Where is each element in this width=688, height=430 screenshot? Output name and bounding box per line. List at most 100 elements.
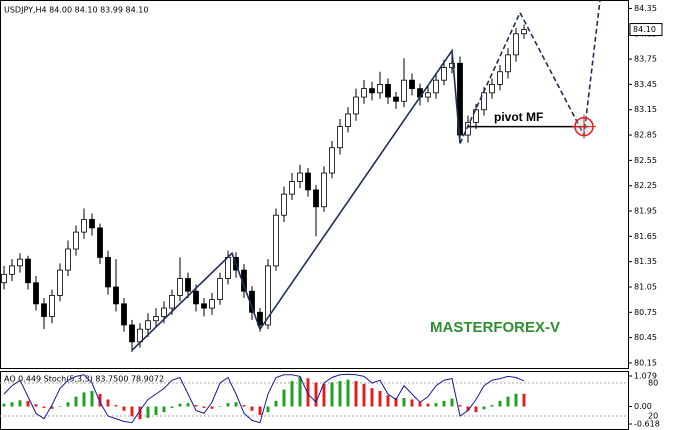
- candle-body: [225, 257, 231, 279]
- candle-body: [297, 172, 303, 182]
- candle-body: [9, 265, 15, 275]
- pivot-label: pivot MF: [494, 110, 543, 124]
- ao-bar: [90, 390, 94, 407]
- candle-body: [425, 92, 431, 98]
- candle-body: [289, 181, 295, 195]
- y-tick-label: 82.55: [634, 156, 657, 165]
- y-tick-label: 80.75: [634, 308, 657, 317]
- candle-body: [441, 67, 447, 81]
- ao-bar: [442, 400, 446, 407]
- candle-body: [161, 307, 167, 317]
- candle-body: [169, 295, 175, 309]
- candle-body: [369, 88, 375, 94]
- y-tick-label: 82.85: [634, 131, 657, 140]
- y-tick-label: 80.15: [634, 358, 657, 367]
- candle-body: [521, 29, 527, 35]
- y-tick-label: 83.75: [634, 55, 657, 64]
- ao-bar: [258, 406, 262, 416]
- y-tick-label: 84.35: [634, 4, 657, 13]
- y-tick-label: 81.95: [634, 207, 657, 216]
- candle-body: [489, 84, 495, 94]
- ao-bar: [218, 406, 222, 408]
- ao-bar: [234, 402, 238, 407]
- candle-body: [409, 79, 415, 90]
- candle-body: [281, 193, 287, 216]
- ao-bar: [522, 393, 526, 407]
- ao-bar: [210, 406, 214, 409]
- candle-body: [113, 286, 119, 305]
- indicator-tick-label: 0.00: [634, 402, 652, 411]
- ao-bar: [394, 398, 398, 407]
- ao-bar: [2, 403, 6, 407]
- y-tick-label: 82.25: [634, 181, 657, 190]
- watermark: MASTERFOREX-V: [430, 319, 560, 336]
- chart-title: USDJPY,H4 84.00 84.10 83.99 84.10: [4, 6, 148, 15]
- ao-bar: [82, 392, 86, 407]
- candle-body: [513, 33, 519, 56]
- candle-body: [505, 54, 511, 73]
- ao-bar: [18, 400, 22, 407]
- candle-body: [385, 84, 391, 98]
- ao-bar: [122, 406, 126, 411]
- candle-body: [465, 121, 471, 136]
- candle-body: [193, 290, 199, 305]
- candle-body: [97, 227, 103, 258]
- candle-body: [345, 113, 351, 128]
- ao-bar: [482, 406, 486, 410]
- ao-bar: [114, 405, 118, 407]
- ao-bar: [386, 395, 390, 407]
- y-tick-label: 81.35: [634, 257, 657, 266]
- ao-bar: [74, 396, 78, 407]
- ao-bar: [450, 398, 454, 407]
- candle-body: [25, 258, 31, 284]
- ao-bar: [282, 389, 286, 407]
- ao-bar: [130, 406, 134, 417]
- ao-bar: [138, 406, 142, 420]
- candle-body: [273, 214, 279, 267]
- ao-bar: [242, 405, 246, 407]
- ao-bar: [162, 406, 166, 413]
- stoch-tick-label: 80: [648, 379, 658, 388]
- ao-bar: [98, 393, 102, 407]
- ao-bar: [58, 406, 62, 408]
- current-price-box: [629, 23, 663, 37]
- indicator-title: AO 0.449 Stoch(5,3,3) 83.7500 78.9072: [4, 375, 164, 384]
- candle-body: [473, 109, 479, 123]
- ao-bar: [458, 405, 462, 407]
- candle-body: [265, 265, 271, 326]
- candle-body: [121, 303, 127, 326]
- stoch-tick-label: 20: [648, 412, 658, 421]
- ao-bar: [514, 393, 518, 407]
- ao-bar: [498, 400, 502, 407]
- candle-body: [17, 258, 23, 267]
- ao-bar: [250, 406, 254, 411]
- ao-bar: [202, 406, 206, 408]
- ao-bar: [26, 400, 30, 407]
- ao-bar: [50, 406, 54, 409]
- candle-body: [41, 303, 47, 317]
- forecast-line: [459, 0, 601, 144]
- ao-bar: [314, 382, 318, 407]
- candle-body: [89, 219, 95, 229]
- candle-body: [57, 269, 63, 296]
- ao-bar: [434, 403, 438, 407]
- candle-body: [321, 172, 327, 208]
- ao-bar: [506, 396, 510, 407]
- ao-bar: [290, 381, 294, 407]
- candle-body: [1, 273, 7, 284]
- main-frame: [0, 0, 629, 369]
- candle-body: [209, 299, 215, 309]
- ao-bar: [42, 406, 46, 408]
- y-tick-label: 80.45: [634, 333, 657, 342]
- ao-bar: [402, 398, 406, 407]
- candle-body: [81, 219, 87, 233]
- candle-body: [73, 231, 79, 250]
- candle-body: [377, 84, 383, 94]
- ao-bar: [170, 406, 174, 408]
- candle-body: [33, 282, 39, 305]
- ao-bar: [362, 383, 366, 407]
- ao-bar: [34, 404, 38, 407]
- ao-bar: [474, 406, 478, 413]
